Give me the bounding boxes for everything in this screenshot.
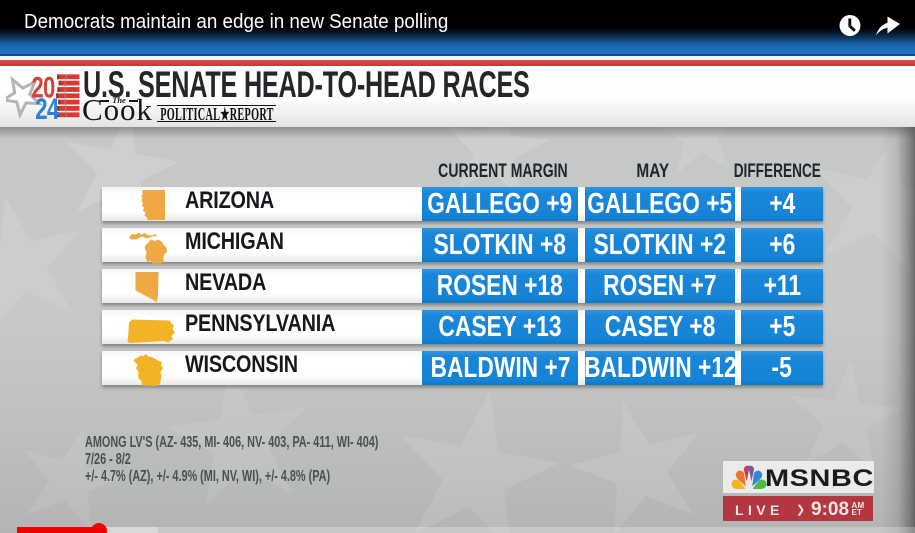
svg-text:24: 24 — [35, 92, 59, 122]
svg-text:20: 20 — [31, 70, 54, 104]
